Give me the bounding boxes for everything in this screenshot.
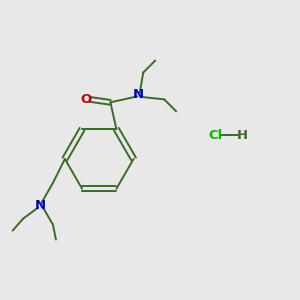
- Text: H: H: [237, 129, 248, 142]
- Text: Cl: Cl: [208, 129, 223, 142]
- Text: N: N: [35, 199, 46, 212]
- Text: O: O: [80, 93, 92, 106]
- Text: N: N: [133, 88, 144, 101]
